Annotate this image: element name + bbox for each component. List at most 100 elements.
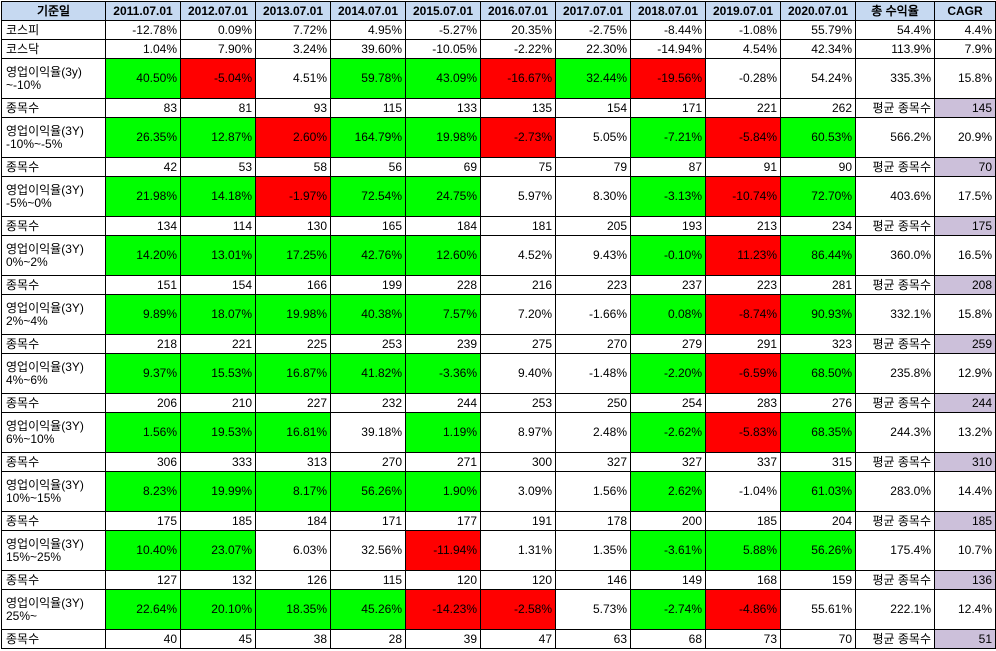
- margin-group-return-row: 영업이익율(3Y) 15%~25% 10.40% 23.07% 6.03% 32.56% -…: [1, 530, 996, 571]
- return-cell: 8.17%: [255, 471, 331, 512]
- stock-count-row: 종목수 134 114 130 165 184 181 205 193 213 234 평균 종목수 1…: [1, 216, 996, 236]
- margin-group-label: 영업이익율(3Y) 25%~: [1, 589, 106, 630]
- cagr-value: 12.4%: [934, 589, 996, 630]
- return-cell: -4.86%: [705, 589, 781, 630]
- stock-count-cell: 177: [405, 511, 481, 531]
- header-year: 2011.07.01: [105, 1, 181, 21]
- stock-count-cell: 283: [705, 393, 781, 413]
- stock-count-cell: 262: [780, 98, 856, 118]
- stock-count-cell: 120: [480, 570, 556, 590]
- stock-count-label: 종목수: [1, 393, 106, 413]
- return-cell: 23.07%: [180, 530, 256, 571]
- return-cell: 22.64%: [105, 589, 181, 630]
- index-return-cell: 4.95%: [330, 20, 406, 40]
- index-return-cell: -5.27%: [405, 20, 481, 40]
- index-return-cell: 22.30%: [555, 39, 631, 59]
- stock-count-cell: 83: [105, 98, 181, 118]
- index-return-cell: -10.05%: [405, 39, 481, 59]
- return-cell: 1.19%: [405, 412, 481, 453]
- return-cell: -7.21%: [630, 117, 706, 158]
- average-count-label: 평균 종목수: [855, 275, 935, 295]
- stock-count-cell: 227: [255, 393, 331, 413]
- stock-count-cell: 184: [405, 216, 481, 236]
- margin-group-label-title: 영업이익율(3Y): [6, 241, 84, 256]
- cagr-value: 13.2%: [934, 412, 996, 453]
- stock-count-cell: 221: [705, 98, 781, 118]
- margin-group-label-range: -10%~-5%: [6, 136, 63, 151]
- return-cell: 2.48%: [555, 412, 631, 453]
- return-cell: 43.09%: [405, 58, 481, 99]
- return-cell: 32.44%: [555, 58, 631, 99]
- stock-count-cell: 159: [780, 570, 856, 590]
- stock-count-cell: 28: [330, 629, 406, 649]
- stock-count-cell: 130: [255, 216, 331, 236]
- return-cell: 18.35%: [255, 589, 331, 630]
- return-cell: 12.87%: [180, 117, 256, 158]
- return-cell: -1.48%: [555, 353, 631, 394]
- stock-count-cell: 134: [105, 216, 181, 236]
- return-cell: 39.18%: [330, 412, 406, 453]
- stock-count-cell: 135: [480, 98, 556, 118]
- average-count-label: 평균 종목수: [855, 629, 935, 649]
- margin-group-return-row: 영업이익율(3Y) 0%~2% 14.20% 13.01% 17.25% 42.76% 12…: [1, 235, 996, 276]
- index-cagr: 4.4%: [934, 20, 996, 40]
- return-cell: 40.38%: [330, 294, 406, 335]
- index-label: 코스피: [1, 20, 106, 40]
- average-count-value: 70: [934, 157, 996, 177]
- return-cell: -1.66%: [555, 294, 631, 335]
- stock-count-label: 종목수: [1, 334, 106, 354]
- stock-count-cell: 146: [555, 570, 631, 590]
- stock-count-cell: 234: [780, 216, 856, 236]
- stock-count-cell: 271: [405, 452, 481, 472]
- stock-count-cell: 166: [255, 275, 331, 295]
- return-cell: -2.74%: [630, 589, 706, 630]
- total-return: 335.3%: [855, 58, 935, 99]
- return-cell: 1.56%: [105, 412, 181, 453]
- margin-group-label-title: 영업이익율(3Y): [6, 418, 84, 433]
- index-return-cell: 20.35%: [480, 20, 556, 40]
- return-cell: 19.53%: [180, 412, 256, 453]
- total-return: 566.2%: [855, 117, 935, 158]
- stock-count-row: 종목수 151 154 166 199 228 216 223 237 223 281 평균 종목수 2…: [1, 275, 996, 295]
- margin-group-label-range: 0%~2%: [6, 254, 48, 269]
- stock-count-row: 종목수 127 132 126 115 120 120 146 149 168 159 평균 종목수 1…: [1, 570, 996, 590]
- return-cell: 5.88%: [705, 530, 781, 571]
- margin-group-return-row: 영업이익율(3Y) 25%~ 22.64% 20.10% 18.35% 45.26% -14…: [1, 589, 996, 630]
- stock-count-cell: 275: [480, 334, 556, 354]
- return-cell: 2.60%: [255, 117, 331, 158]
- return-cell: 15.53%: [180, 353, 256, 394]
- margin-group-label-title: 영업이익율(3Y): [6, 595, 84, 610]
- return-cell: 40.50%: [105, 58, 181, 99]
- stock-count-cell: 281: [780, 275, 856, 295]
- total-return: 175.4%: [855, 530, 935, 571]
- return-cell: 3.09%: [480, 471, 556, 512]
- stock-count-cell: 69: [405, 157, 481, 177]
- average-count-value: 259: [934, 334, 996, 354]
- average-count-label: 평균 종목수: [855, 570, 935, 590]
- return-cell: 9.37%: [105, 353, 181, 394]
- stock-count-cell: 120: [405, 570, 481, 590]
- return-cell: -19.56%: [630, 58, 706, 99]
- average-count-value: 145: [934, 98, 996, 118]
- stock-count-cell: 193: [630, 216, 706, 236]
- index-return-cell: -14.94%: [630, 39, 706, 59]
- cagr-value: 14.4%: [934, 471, 996, 512]
- return-cell: 19.98%: [255, 294, 331, 335]
- stock-count-cell: 239: [405, 334, 481, 354]
- stock-count-cell: 216: [480, 275, 556, 295]
- stock-count-cell: 126: [255, 570, 331, 590]
- return-cell: 68.50%: [780, 353, 856, 394]
- cagr-value: 20.9%: [934, 117, 996, 158]
- return-cell: 5.05%: [555, 117, 631, 158]
- margin-group-label: 영업이익율(3Y) 0%~2%: [1, 235, 106, 276]
- return-cell: -6.59%: [705, 353, 781, 394]
- return-cell: 1.31%: [480, 530, 556, 571]
- return-cell: -16.67%: [480, 58, 556, 99]
- return-cell: 9.89%: [105, 294, 181, 335]
- average-count-value: 136: [934, 570, 996, 590]
- margin-group-label-range: 15%~25%: [6, 549, 62, 564]
- stock-count-cell: 276: [780, 393, 856, 413]
- return-cell: -14.23%: [405, 589, 481, 630]
- header-year: 2016.07.01: [480, 1, 556, 21]
- index-return-cell: -2.22%: [480, 39, 556, 59]
